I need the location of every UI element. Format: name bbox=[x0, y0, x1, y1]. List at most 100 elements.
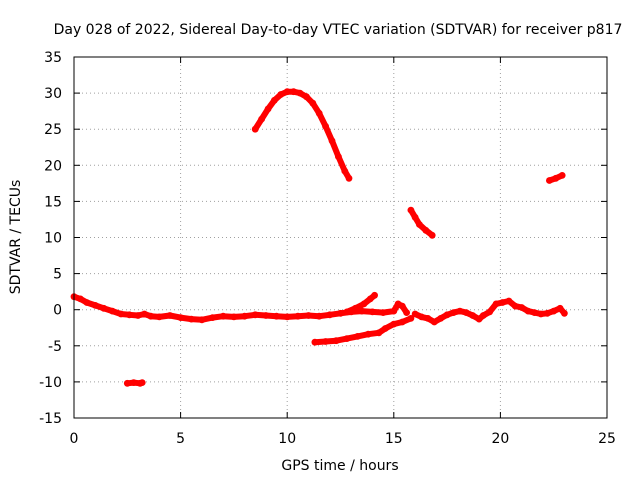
data-point bbox=[354, 333, 361, 340]
data-point bbox=[283, 88, 291, 96]
x-tick-label: 10 bbox=[278, 431, 296, 447]
data-point bbox=[418, 313, 425, 321]
data-point bbox=[141, 310, 148, 318]
data-point bbox=[155, 313, 163, 321]
data-point bbox=[77, 295, 84, 303]
data-point bbox=[335, 153, 342, 161]
data-point bbox=[558, 172, 566, 179]
data-point bbox=[364, 330, 372, 338]
grid bbox=[74, 57, 607, 418]
data-point bbox=[550, 307, 558, 315]
plot-frame bbox=[73, 56, 608, 419]
data-point bbox=[416, 221, 423, 228]
data-point bbox=[390, 307, 398, 315]
data-point bbox=[219, 312, 227, 320]
data-point bbox=[375, 329, 383, 337]
y-tick-label: -15 bbox=[39, 411, 62, 427]
data-point bbox=[332, 337, 340, 345]
data-point bbox=[390, 320, 398, 328]
series-arc-6 bbox=[407, 206, 436, 239]
x-tick-label: 5 bbox=[176, 431, 185, 447]
data-point bbox=[430, 318, 438, 326]
data-point bbox=[411, 310, 419, 318]
data-point bbox=[264, 105, 272, 113]
data-point bbox=[262, 312, 270, 319]
x-tick-label: 0 bbox=[70, 431, 79, 447]
y-axis-label: SDTVAR / TECUs bbox=[8, 180, 24, 295]
data-point bbox=[531, 309, 538, 316]
data-point bbox=[556, 304, 564, 312]
data-point bbox=[328, 137, 336, 145]
data-point bbox=[83, 299, 91, 306]
data-point bbox=[345, 174, 353, 182]
x-axis-label: GPS time / hours bbox=[281, 458, 398, 474]
data-point bbox=[315, 312, 323, 320]
data-point bbox=[360, 300, 368, 308]
y-tick-label: -10 bbox=[39, 375, 62, 391]
data-point bbox=[251, 311, 259, 319]
data-point bbox=[322, 338, 329, 345]
data-point bbox=[277, 91, 285, 98]
data-point bbox=[147, 312, 155, 320]
series-arc-8 bbox=[546, 172, 566, 184]
data-point bbox=[315, 109, 323, 117]
data-point bbox=[343, 308, 351, 316]
data-point bbox=[411, 213, 419, 221]
data-marks bbox=[70, 88, 568, 387]
y-tick-label: 0 bbox=[53, 303, 62, 319]
series-arc-4 bbox=[311, 315, 415, 346]
y-tick-label: 35 bbox=[44, 50, 62, 66]
data-point bbox=[343, 335, 351, 342]
data-point bbox=[125, 311, 133, 319]
data-point bbox=[369, 308, 376, 316]
series-arc-2 bbox=[343, 291, 378, 316]
data-point bbox=[371, 291, 378, 299]
data-point bbox=[511, 302, 519, 310]
data-point bbox=[546, 177, 553, 184]
data-point bbox=[138, 379, 146, 386]
data-point bbox=[407, 315, 415, 322]
y-tick-label: 25 bbox=[44, 122, 62, 138]
data-point bbox=[543, 309, 551, 317]
data-point bbox=[294, 312, 302, 320]
data-point bbox=[479, 312, 487, 319]
data-point bbox=[428, 231, 436, 239]
series-arc-5 bbox=[251, 88, 353, 182]
data-point bbox=[177, 314, 185, 321]
series-arc-1 bbox=[70, 293, 410, 324]
x-tick-label: 15 bbox=[385, 431, 403, 447]
data-point bbox=[407, 206, 415, 214]
data-point bbox=[258, 115, 265, 123]
data-point bbox=[134, 312, 142, 319]
data-point bbox=[322, 122, 329, 130]
data-point bbox=[273, 312, 280, 320]
data-point bbox=[552, 174, 560, 182]
data-point bbox=[462, 309, 470, 316]
data-point bbox=[283, 313, 291, 321]
data-point bbox=[379, 309, 387, 316]
series-line bbox=[252, 88, 352, 182]
data-point bbox=[130, 379, 138, 386]
data-point bbox=[251, 125, 259, 133]
data-point bbox=[230, 313, 238, 321]
data-point bbox=[187, 315, 195, 323]
data-point bbox=[358, 307, 366, 315]
series-arc-3 bbox=[123, 379, 146, 387]
data-point bbox=[117, 310, 125, 318]
data-point bbox=[456, 307, 464, 315]
data-point bbox=[469, 312, 477, 319]
data-point bbox=[403, 309, 410, 316]
data-point bbox=[499, 299, 506, 306]
data-point bbox=[443, 311, 451, 319]
data-point bbox=[398, 318, 406, 326]
y-tick-label: 15 bbox=[44, 194, 62, 210]
y-tick-label: -5 bbox=[48, 339, 62, 355]
y-tick-label: 20 bbox=[44, 158, 62, 174]
data-point bbox=[166, 312, 174, 319]
series-line bbox=[311, 315, 414, 346]
data-point bbox=[209, 314, 217, 321]
data-point bbox=[422, 226, 430, 234]
data-point bbox=[450, 309, 457, 316]
data-point bbox=[326, 311, 334, 319]
